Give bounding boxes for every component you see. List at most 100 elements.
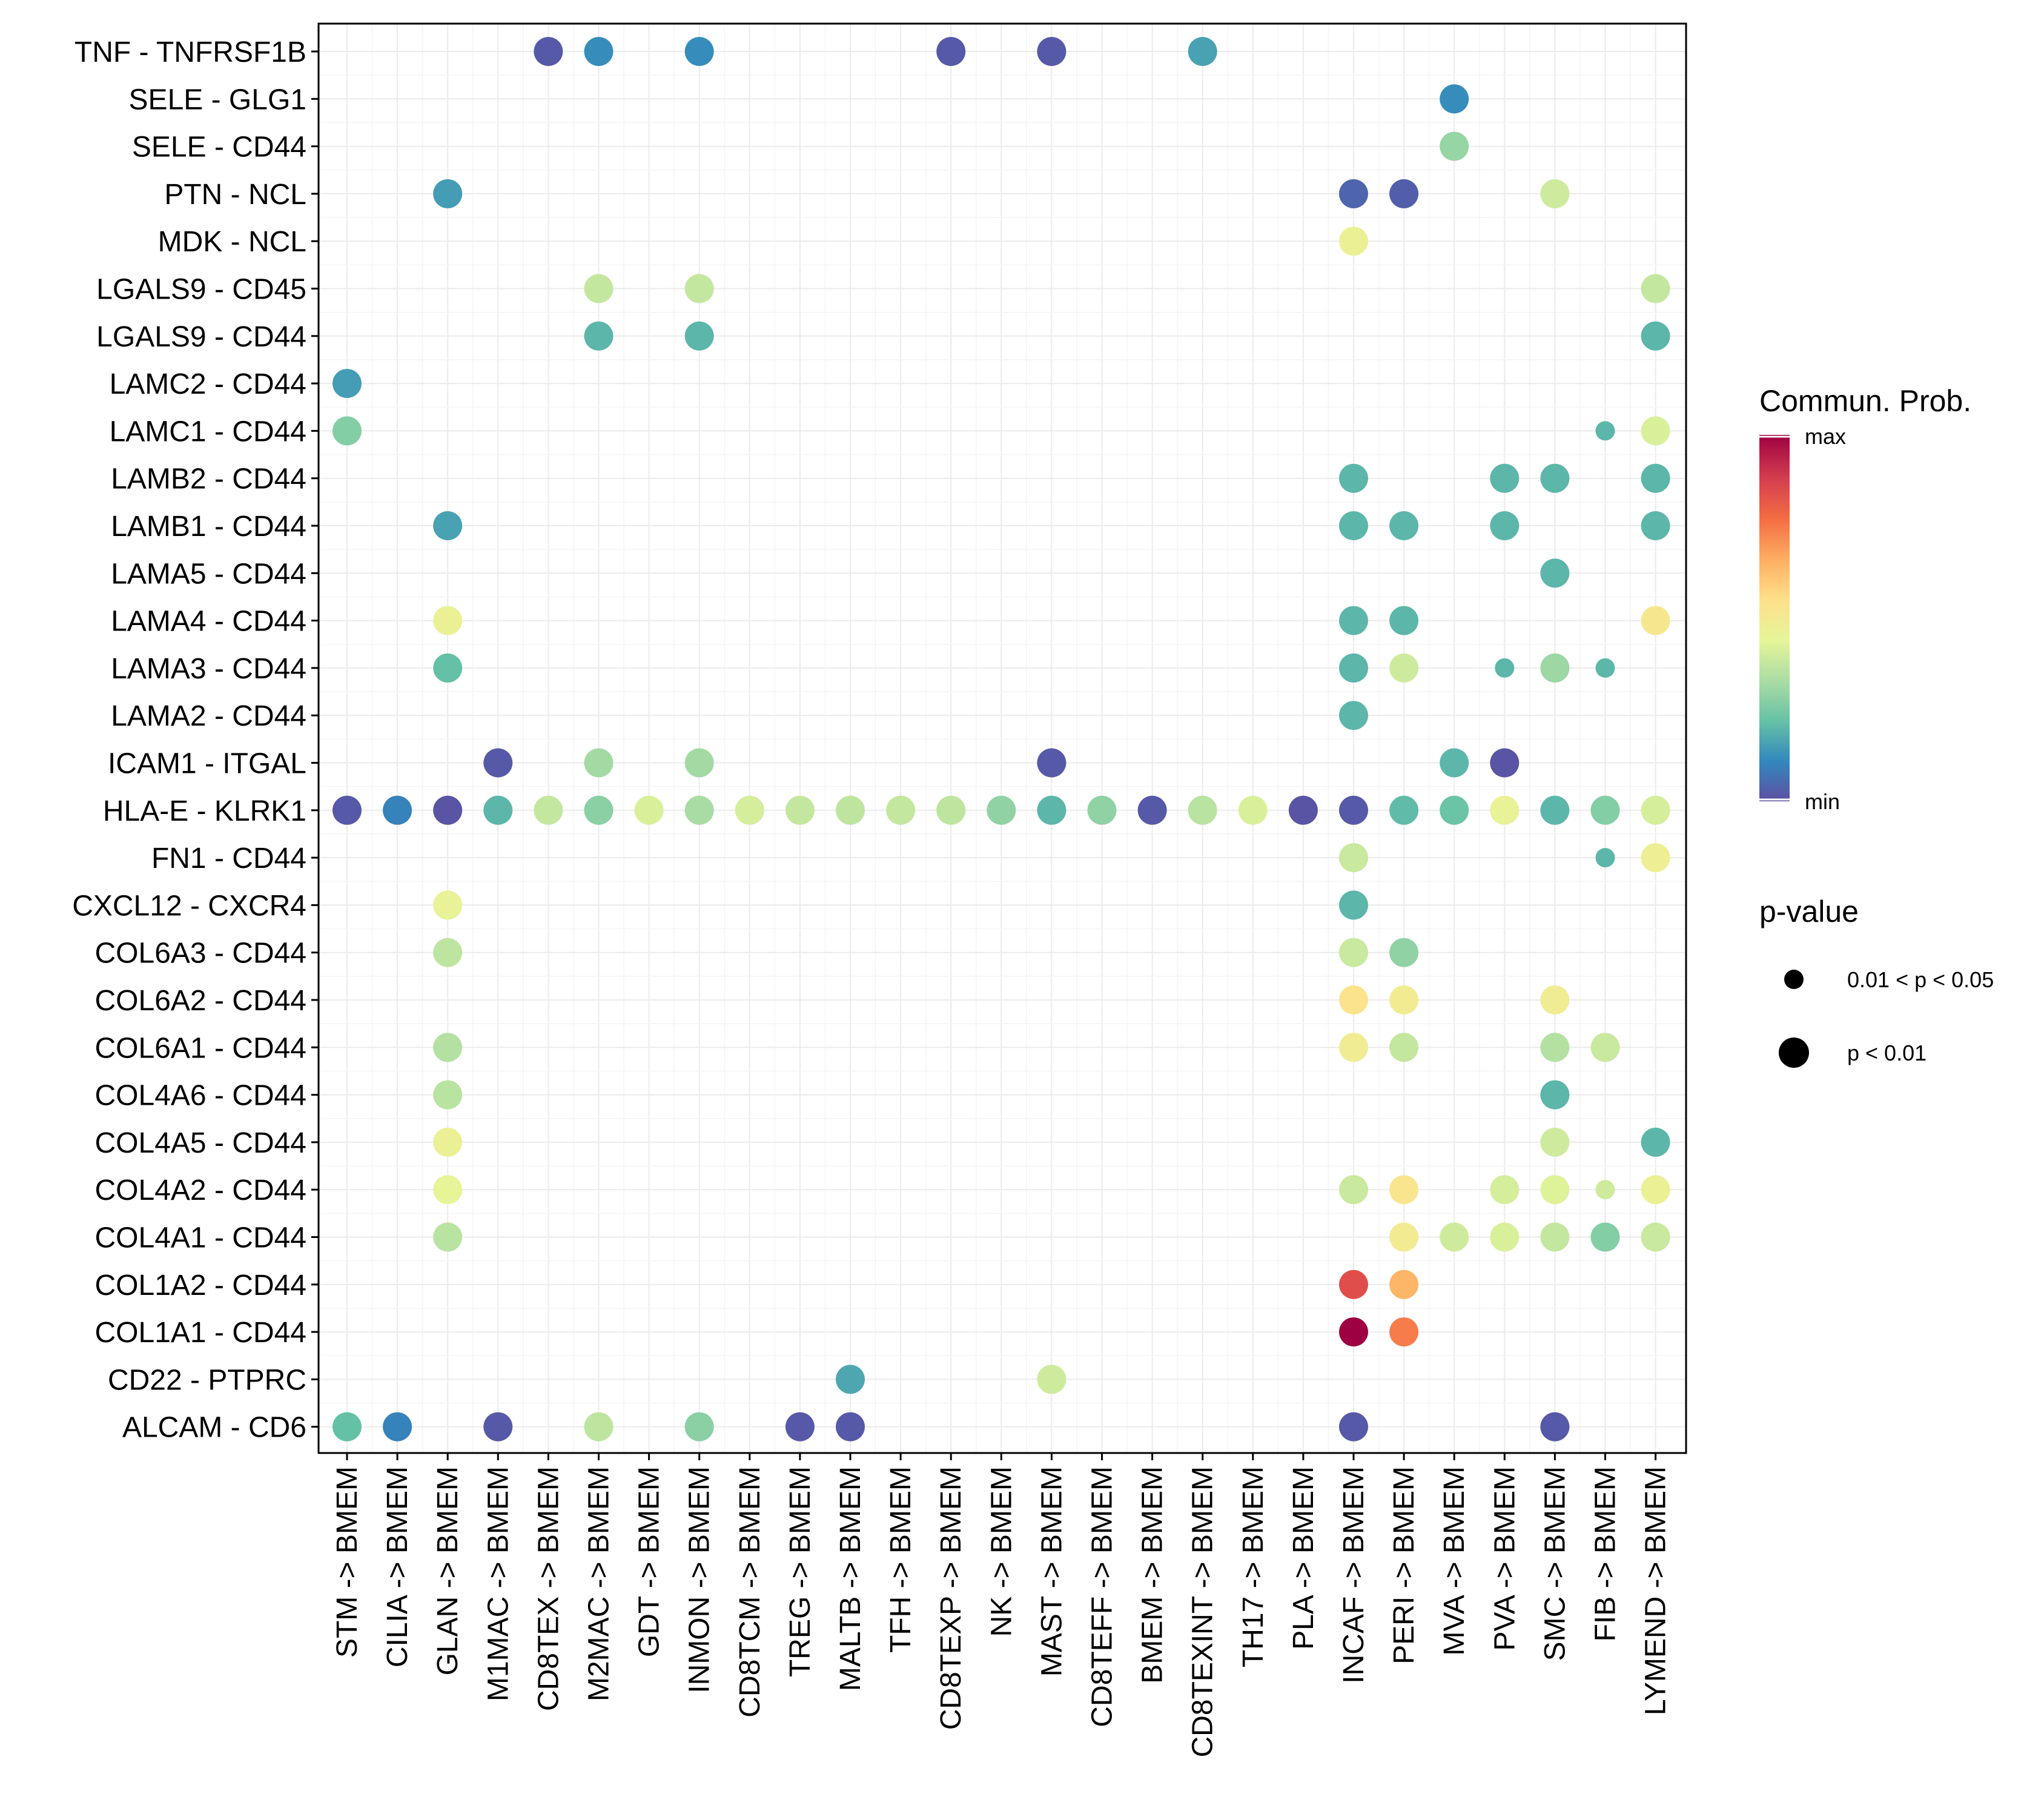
x-tick-label-cd8texp-to-bmem: CD8TEXP -> BMEM [935, 1466, 967, 1730]
dot-lama4-cd44-incaf-to-bmem [1339, 606, 1368, 635]
y-tick-label-col4a5-cd44: COL4A5 - CD44 [95, 1127, 306, 1159]
dot-tnf-tnfrsf1b-cd8texp-to-bmem [936, 37, 966, 66]
dot-lama3-cd44-incaf-to-bmem [1339, 653, 1368, 683]
dot-lama3-cd44-pva-to-bmem [1495, 658, 1515, 678]
dot-alcam-cd6-inmon-to-bmem [684, 1412, 714, 1441]
dot-lamb1-cd44-peri-to-bmem [1389, 511, 1419, 540]
y-tick-label-lgals9-cd44: LGALS9 - CD44 [96, 321, 306, 353]
grid-lines [319, 24, 1686, 1453]
dot-hla-e-klrk1-gdt-to-bmem [634, 795, 664, 825]
dot-sele-glg1-mva-to-bmem [1440, 84, 1469, 114]
y-tick-label-sele-cd44: SELE - CD44 [132, 131, 306, 164]
dot-col4a1-cd44-mva-to-bmem [1440, 1222, 1469, 1252]
dot-lama4-cd44-peri-to-bmem [1389, 606, 1419, 635]
x-tick-label-lymend-to-bmem: LYMEND -> BMEM [1640, 1466, 1672, 1715]
dot-col4a5-cd44-lymend-to-bmem [1641, 1127, 1670, 1157]
y-tick-label-mdk-ncl: MDK - NCL [158, 226, 306, 258]
dot-lamb1-cd44-glan-to-bmem [433, 511, 463, 540]
dot-cd22-ptprc-mast-to-bmem [1037, 1365, 1067, 1394]
dot-col6a2-cd44-incaf-to-bmem [1339, 985, 1368, 1014]
size-legend-key-large [1779, 1038, 1809, 1068]
dot-col1a2-cd44-peri-to-bmem [1389, 1269, 1419, 1299]
y-tick-label-hla-e-klrk1: HLA-E - KLRK1 [103, 795, 306, 827]
dot-col1a1-cd44-peri-to-bmem [1389, 1317, 1419, 1347]
dot-col1a2-cd44-incaf-to-bmem [1339, 1269, 1368, 1299]
dot-lgals9-cd44-lymend-to-bmem [1641, 321, 1670, 351]
dot-hla-e-klrk1-incaf-to-bmem [1339, 795, 1368, 825]
dot-hla-e-klrk1-inmon-to-bmem [684, 795, 714, 825]
dot-lgals9-cd45-m2mac-to-bmem [584, 274, 614, 303]
dot-ptn-ncl-glan-to-bmem [433, 179, 463, 208]
color-legend-max-label: max [1805, 424, 1846, 449]
dot-tnf-tnfrsf1b-mast-to-bmem [1037, 37, 1067, 66]
dot-col4a2-cd44-smc-to-bmem [1540, 1175, 1570, 1205]
y-tick-label-col6a3-cd44: COL6A3 - CD44 [95, 938, 306, 970]
dot-icam1-itgal-inmon-to-bmem [684, 748, 714, 778]
dot-hla-e-klrk1-cd8tcm-to-bmem [735, 795, 764, 825]
y-tick-label-col4a6-cd44: COL4A6 - CD44 [95, 1080, 306, 1112]
x-tick-label-inmon-to-bmem: INMON -> BMEM [684, 1466, 716, 1693]
dot-col4a5-cd44-glan-to-bmem [433, 1127, 463, 1157]
dot-lamb1-cd44-pva-to-bmem [1490, 511, 1520, 540]
x-tick-label-cd8tex-to-bmem: CD8TEX -> BMEM [532, 1466, 564, 1711]
x-tick-label-pla-to-bmem: PLA -> BMEM [1288, 1466, 1320, 1650]
dot-ptn-ncl-smc-to-bmem [1540, 179, 1570, 208]
color-legend: Commun. Prob. max min [1759, 384, 1971, 814]
x-tick-label-glan-to-bmem: GLAN -> BMEM [432, 1466, 464, 1675]
x-tick-label-fib-to-bmem: FIB -> BMEM [1590, 1466, 1622, 1641]
dot-hla-e-klrk1-bmem-to-bmem [1137, 795, 1167, 825]
x-tick-label-mva-to-bmem: MVA -> BMEM [1438, 1466, 1470, 1656]
dot-hla-e-klrk1-fib-to-bmem [1590, 795, 1620, 825]
x-tick-label-th17-to-bmem: TH17 -> BMEM [1237, 1466, 1269, 1667]
dot-lama2-cd44-incaf-to-bmem [1339, 701, 1368, 730]
dot-tnf-tnfrsf1b-cd8tex-to-bmem [534, 37, 563, 66]
dot-hla-e-klrk1-pla-to-bmem [1288, 795, 1318, 825]
dot-lamb1-cd44-lymend-to-bmem [1641, 511, 1670, 540]
plot-panel-border [317, 22, 1687, 1454]
dot-col6a2-cd44-smc-to-bmem [1540, 985, 1570, 1014]
dot-lgals9-cd45-inmon-to-bmem [684, 274, 714, 303]
x-tick-label-smc-to-bmem: SMC -> BMEM [1539, 1466, 1571, 1661]
dot-lamc1-cd44-lymend-to-bmem [1641, 416, 1670, 446]
x-tick-label-mast-to-bmem: MAST -> BMEM [1036, 1466, 1068, 1676]
dot-fn1-cd44-incaf-to-bmem [1339, 843, 1368, 873]
y-tick-label-ptn-ncl: PTN - NCL [164, 179, 306, 211]
dot-hla-e-klrk1-m1mac-to-bmem [483, 795, 513, 825]
dot-col4a2-cd44-lymend-to-bmem [1641, 1175, 1670, 1205]
dot-cd22-ptprc-maltb-to-bmem [836, 1365, 865, 1394]
y-tick-label-col4a2-cd44: COL4A2 - CD44 [95, 1174, 306, 1206]
size-legend-key-small [1784, 970, 1804, 989]
x-tick-label-peri-to-bmem: PERI -> BMEM [1388, 1466, 1420, 1664]
x-tick-label-cd8teff-to-bmem: CD8TEFF -> BMEM [1086, 1466, 1119, 1727]
dot-tnf-tnfrsf1b-cd8texint-to-bmem [1188, 37, 1217, 66]
dot-col4a6-cd44-glan-to-bmem [433, 1080, 463, 1110]
dot-hla-e-klrk1-glan-to-bmem [433, 795, 463, 825]
dot-hla-e-klrk1-lymend-to-bmem [1641, 795, 1670, 825]
y-tick-label-sele-glg1: SELE - GLG1 [129, 84, 306, 116]
y-tick-label-icam1-itgal: ICAM1 - ITGAL [108, 748, 306, 780]
dot-lamb2-cd44-lymend-to-bmem [1641, 463, 1670, 493]
dot-hla-e-klrk1-m2mac-to-bmem [584, 795, 614, 825]
dot-lama5-cd44-smc-to-bmem [1540, 558, 1570, 588]
dot-col6a1-cd44-incaf-to-bmem [1339, 1033, 1368, 1062]
x-tick-label-incaf-to-bmem: INCAF -> BMEM [1338, 1466, 1370, 1684]
y-tick-label-lamc1-cd44: LAMC1 - CD44 [110, 415, 306, 448]
dot-lama4-cd44-glan-to-bmem [433, 606, 463, 635]
y-tick-label-fn1-cd44: FN1 - CD44 [151, 842, 306, 875]
dot-lamb1-cd44-incaf-to-bmem [1339, 511, 1368, 540]
size-legend: p-value 0.01 < p < 0.05 p < 0.01 [1759, 895, 1994, 1068]
color-legend-min-label: min [1805, 789, 1840, 814]
x-axis: STM -> BMEM CILIA -> BMEM GLAN -> BMEM M1MA… [331, 1453, 1672, 1758]
y-tick-label-col4a1-cd44: COL4A1 - CD44 [95, 1222, 306, 1254]
x-tick-label-m1mac-to-bmem: M1MAC -> BMEM [482, 1466, 514, 1701]
x-tick-label-pva-to-bmem: PVA -> BMEM [1489, 1466, 1521, 1651]
dot-col4a6-cd44-smc-to-bmem [1540, 1080, 1570, 1110]
dot-alcam-cd6-m2mac-to-bmem [584, 1412, 614, 1441]
dot-col4a2-cd44-fib-to-bmem [1595, 1180, 1615, 1200]
y-tick-label-lama2-cd44: LAMA2 - CD44 [111, 700, 306, 732]
dot-lgals9-cd44-m2mac-to-bmem [584, 321, 614, 351]
dot-col4a1-cd44-fib-to-bmem [1590, 1222, 1620, 1252]
y-tick-label-tnf-tnfrsf1b: TNF - TNFRSF1B [74, 36, 306, 68]
